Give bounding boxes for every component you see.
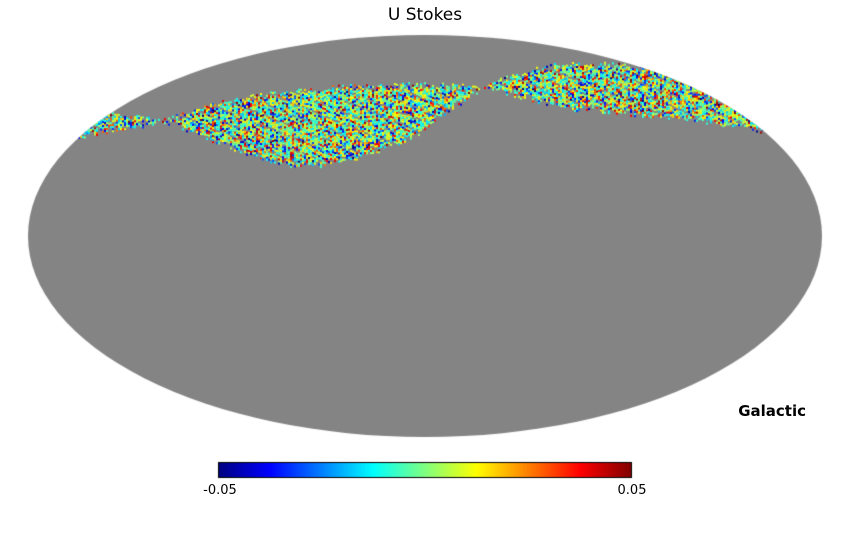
map-title: U Stokes	[0, 5, 850, 25]
mollweide-map-canvas	[0, 0, 850, 540]
coordinate-system-label: Galactic	[738, 402, 806, 420]
colorbar-max-label: 0.05	[604, 483, 660, 498]
healpix-mollweide-figure: U Stokes Galactic -0.05 0.05	[0, 0, 850, 540]
colorbar-min-label: -0.05	[192, 483, 248, 498]
